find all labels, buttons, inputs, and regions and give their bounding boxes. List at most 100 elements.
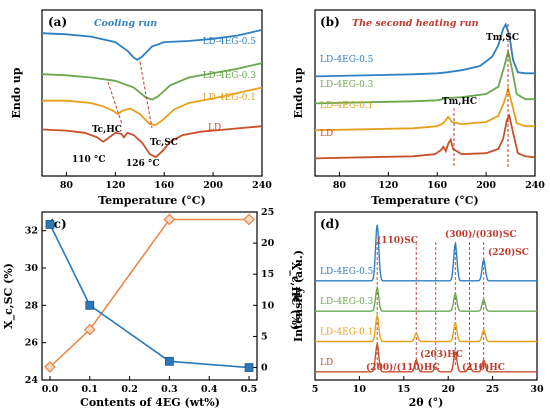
xtick-label-1: 120	[105, 180, 125, 191]
panel-b-tmsc-label: Tm,SC	[486, 33, 519, 43]
panel-d-peak-110sc: (110)SC	[377, 235, 418, 246]
pc-ytick-right-label-1: 5	[261, 331, 268, 342]
series-line-LD	[41, 125, 263, 159]
panel-d-peak-220sc: (220)SC	[488, 247, 529, 258]
pc-line-X_c,HC	[49, 224, 250, 369]
panel-d-peak-203hc: (203)HC	[420, 349, 463, 360]
pd-xtick-label-4: 25	[486, 384, 499, 395]
panel-b-xticks: 80 120 160 200 240	[333, 172, 545, 191]
panel-a-tcsc-label: Tc,SC	[150, 138, 178, 148]
panel-c-ylabel-left: X_c,SC (%)	[2, 263, 16, 329]
panel-c-series	[44, 213, 255, 373]
panel-b-tmhc-label: Tm,HC	[442, 97, 477, 107]
panel-b-frame	[314, 9, 536, 177]
pc-ytick-right-label-4: 20	[261, 238, 275, 249]
panel-d-frame	[314, 211, 538, 381]
pc-xtick-label-1: 0.1	[82, 384, 99, 395]
panel-a: (a) Cooling run Temperature (°C) Endo up…	[10, 9, 272, 207]
pc-line-X_c,SC	[49, 218, 249, 368]
pd-xtick-label-3: 20	[442, 384, 456, 395]
panel-a-tchc-guide	[107, 81, 123, 125]
panel-d-ylabel: Intensity (a.u.)	[292, 250, 305, 342]
panel-b: (b) The second heating run Temperature (…	[292, 9, 545, 207]
series-label-LD-4EG-0.1: LD-4EG-0.1	[203, 93, 256, 103]
pc-xtick-label-5: 0.5	[241, 384, 258, 395]
pc-ytick-right-label-0: 0	[261, 363, 268, 374]
pc-ytick-left-label-0: 24	[25, 375, 39, 386]
xtick-label-3: 200	[203, 180, 223, 191]
panel-a-tcsc-guide	[139, 61, 153, 129]
panel-a-label: (a)	[48, 15, 67, 29]
series-label-LD: LD	[208, 123, 221, 133]
xtick-label-2: 160	[154, 180, 174, 191]
pc-marker-X_c,SC-0	[44, 361, 56, 373]
panel-c: (c) Contents of 4EG (wt%) X_c,SC (%) X_c…	[2, 207, 302, 409]
pd-xtick-label-5: 30	[530, 384, 544, 395]
pd-line-LD-4EG-0.1	[315, 313, 537, 343]
panel-d-label: (d)	[320, 217, 340, 231]
pc-xtick-label-3: 0.3	[161, 384, 178, 395]
pc-marker-X_c,HC-2	[165, 356, 174, 366]
series-label-LD-4EG-0.3: LD-4EG-0.3	[320, 80, 374, 90]
pd-xtick-label-2: 15	[397, 384, 410, 395]
pc-ytick-left-label-3: 30	[25, 263, 39, 274]
panel-a-series	[41, 29, 263, 159]
pc-marker-X_c,SC-3	[243, 213, 255, 226]
panel-c-ticks: 0.0 0.1 0.2 0.3 0.4 0.5 24 26 28 30 32 0 5 10 15 20 25	[25, 207, 275, 395]
series-label-LD-4EG-0.3: LD-4EG-0.3	[203, 71, 257, 81]
panel-b-series	[314, 22, 536, 160]
pd-line-LD	[315, 341, 537, 373]
panel-a-xticks: 80 120 160 200 240	[60, 172, 272, 191]
series-line-LD-4EG-0.5	[41, 29, 263, 61]
pc-xtick-label-2: 0.2	[121, 384, 138, 395]
pc-xtick-label-0: 0.0	[42, 384, 59, 395]
pc-marker-X_c,HC-3	[244, 363, 254, 372]
xtick-label-4: 240	[252, 180, 272, 191]
panel-b-xlabel: Temperature (°C)	[371, 194, 479, 207]
pd-label-LD-4EG-0.1: LD-4EG-0.1	[320, 328, 373, 338]
pc-marker-X_c,SC-2	[163, 213, 176, 226]
panel-b-label: (b)	[320, 15, 340, 29]
pc-marker-X_c,HC-0	[45, 220, 55, 229]
panel-c-xlabel: Contents of 4EG (wt%)	[80, 396, 220, 409]
series-label-LD-4EG-0.1: LD-4EG-0.1	[320, 101, 373, 111]
panel-b-title: The second heating run	[352, 18, 479, 29]
xtick-label-2: 160	[427, 180, 447, 191]
series-line-LD-4EG-0.5	[314, 22, 535, 78]
pc-ytick-right-label-2: 10	[261, 300, 275, 311]
panel-d-series	[315, 224, 537, 373]
series-label-LD: LD	[320, 129, 333, 139]
pc-marker-X_c,SC-1	[83, 323, 96, 336]
panel-a-110-label: 110 °C	[72, 155, 106, 165]
panel-b-series-labels: LD-4EG-0.5 LD-4EG-0.3 LD-4EG-0.1 LD	[320, 55, 374, 139]
pd-label-LD: LD	[320, 358, 333, 368]
panel-d-xlabel: 2θ (°)	[409, 396, 444, 409]
pc-ytick-left-label-4: 32	[25, 226, 38, 237]
pc-ytick-left-label-2: 28	[25, 300, 39, 311]
panel-d: (d) 2θ (°) Intensity (a.u.) 5 10 15 20 25 30 …	[292, 211, 544, 409]
series-label-LD-4EG-0.5: LD-4EG-0.5	[203, 37, 257, 47]
xtick-label-0: 80	[333, 180, 347, 191]
panel-d-peak-200hc: (200)/(110)HC	[366, 362, 440, 373]
panel-a-title: Cooling run	[94, 18, 157, 29]
panel-c-frame	[41, 211, 258, 381]
xtick-label-4: 240	[525, 180, 545, 191]
xtick-label-0: 80	[60, 180, 74, 191]
panel-a-tchc-label: Tc,HC	[92, 125, 122, 135]
series-line-LD-4EG-0.1	[42, 86, 263, 127]
pc-ytick-right-label-5: 25	[261, 207, 274, 218]
pc-ytick-left-label-1: 26	[25, 338, 39, 349]
panel-d-xticks: 5 10 15 20 25 30	[312, 376, 544, 395]
panel-d-series-labels: LD-4EG-0.5 LD-4EG-0.3 LD-4EG-0.1 LD	[320, 267, 374, 368]
pd-line-LD-4EG-0.5	[315, 224, 537, 282]
xtick-label-1: 120	[378, 180, 398, 191]
series-line-LD-4EG-0.3	[314, 51, 535, 105]
panel-d-peak-300sc: (300)/(030)SC	[445, 229, 517, 240]
pc-ytick-right-label-3: 15	[261, 269, 274, 280]
xtick-label-3: 200	[476, 180, 496, 191]
panel-d-peak-210hc: (210)HC	[462, 362, 505, 373]
panel-a-ylabel: Endo up	[10, 67, 23, 118]
panel-a-frame	[41, 9, 263, 177]
series-line-LD-4EG-0.3	[41, 62, 263, 101]
